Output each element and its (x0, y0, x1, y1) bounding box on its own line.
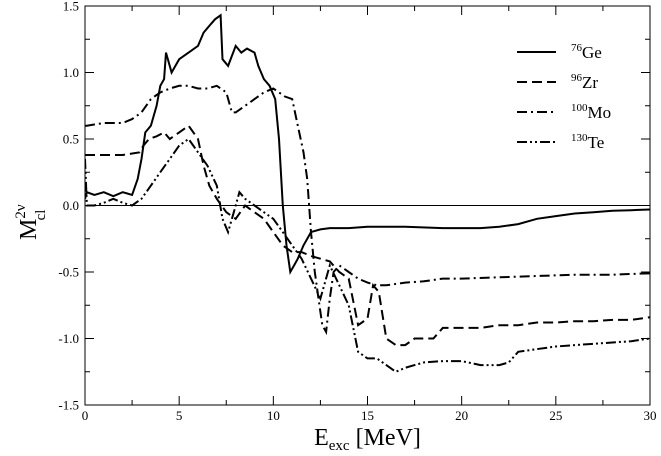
y-axis-label: M2ν cl (13, 204, 49, 240)
y-tick-label: 0.0 (63, 198, 79, 213)
legend-label: 130Te (571, 132, 604, 152)
axis-ticks: 0 5 10 15 20 25 30 -1.5 -1.0 -0.5 0.0 0.5 1.0 1.5 (58, 0, 656, 423)
x-tick-label: 10 (267, 408, 280, 423)
series-line-76ge (85, 13, 650, 276)
x-tick-label: 0 (82, 408, 89, 423)
y-tick-label: 1.5 (63, 0, 79, 14)
x-tick-label: 15 (361, 408, 374, 423)
y-tick-label: -0.5 (58, 265, 79, 280)
series-group (85, 13, 650, 373)
series-line-96zr (85, 124, 650, 347)
legend-label: 96Zr (571, 72, 598, 92)
y-tick-label: -1.5 (58, 398, 79, 413)
legend: 76Ge 96Zr 100Mo 130Te (517, 42, 611, 152)
x-axis-label: Eexc [MeV] (314, 425, 421, 454)
y-tick-label: 0.5 (63, 132, 79, 147)
x-tick-label: 20 (455, 408, 468, 423)
series-line-130te (85, 137, 650, 373)
y-tick-label: 1.0 (63, 65, 79, 80)
legend-label: 100Mo (571, 102, 611, 122)
legend-label: 76Ge (571, 42, 602, 62)
x-tick-label: 25 (549, 408, 562, 423)
x-tick-label: 30 (644, 408, 657, 423)
y-tick-label: -1.0 (58, 331, 79, 346)
x-tick-label: 5 (176, 408, 183, 423)
series-line-100mo (85, 84, 650, 336)
